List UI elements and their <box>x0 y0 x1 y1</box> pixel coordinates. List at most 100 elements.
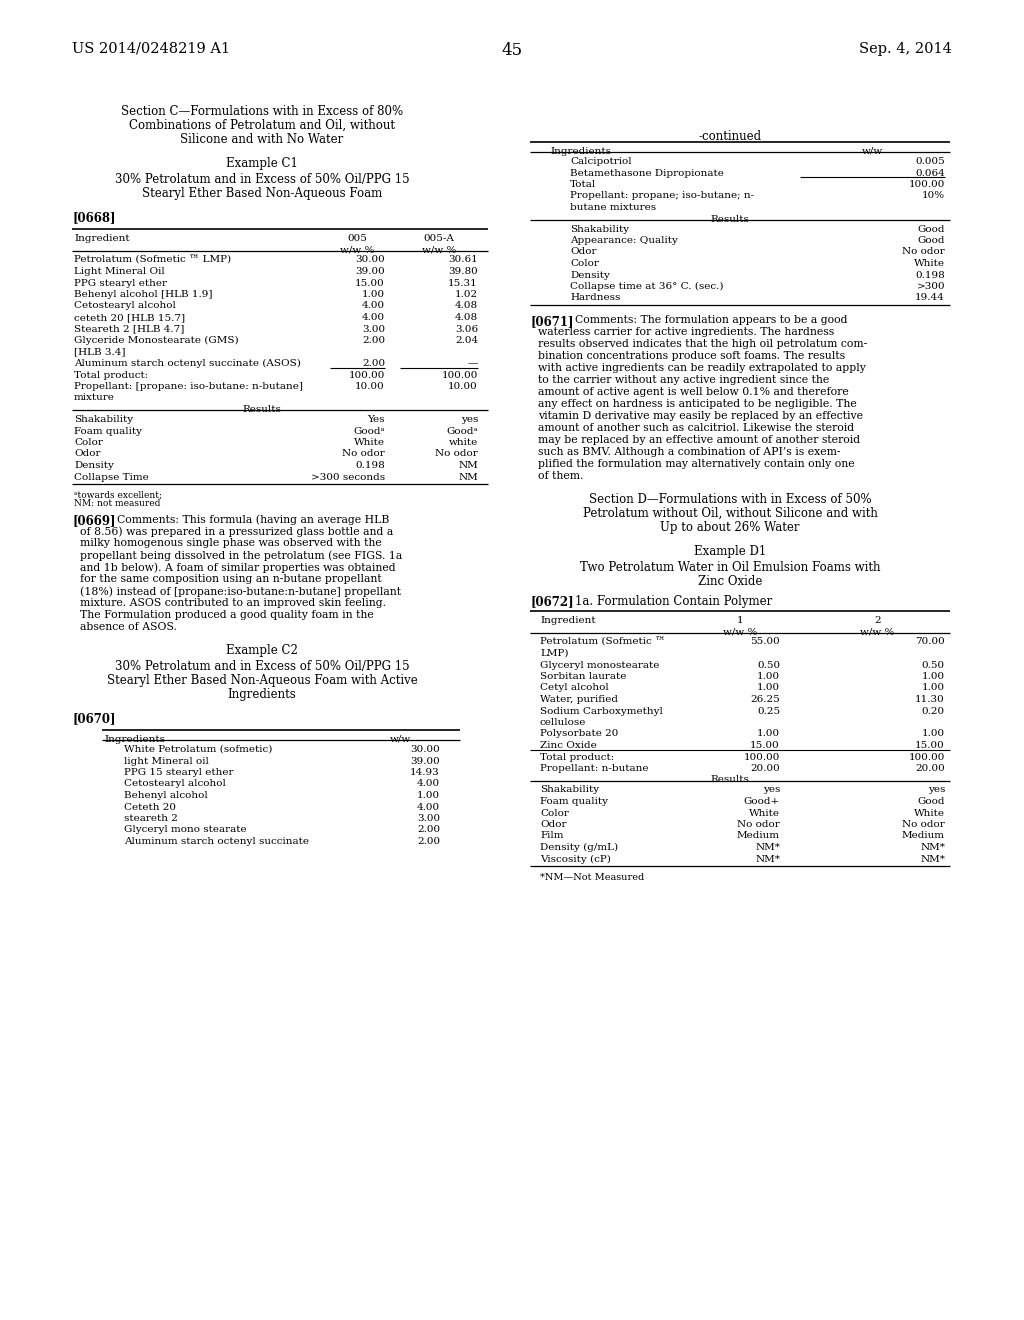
Text: 0.198: 0.198 <box>355 461 385 470</box>
Text: NM: NM <box>459 473 478 482</box>
Text: steareth 2: steareth 2 <box>124 814 178 822</box>
Text: Steareth 2 [HLB 4.7]: Steareth 2 [HLB 4.7] <box>74 325 184 334</box>
Text: Cetyl alcohol: Cetyl alcohol <box>540 684 608 693</box>
Text: plified the formulation may alternatively contain only one: plified the formulation may alternativel… <box>538 459 855 469</box>
Text: Total: Total <box>570 180 596 189</box>
Text: Calcipotriol: Calcipotriol <box>570 157 632 166</box>
Text: Zinc Oxide: Zinc Oxide <box>697 576 762 587</box>
Text: Results: Results <box>711 776 750 784</box>
Text: Shakability: Shakability <box>74 414 133 424</box>
Text: 10.00: 10.00 <box>355 381 385 391</box>
Text: Polysorbate 20: Polysorbate 20 <box>540 730 618 738</box>
Text: Color: Color <box>540 808 569 817</box>
Text: Up to about 26% Water: Up to about 26% Water <box>660 521 800 535</box>
Text: 1.00: 1.00 <box>757 672 780 681</box>
Text: yes: yes <box>763 785 780 795</box>
Text: w/w: w/w <box>862 147 883 156</box>
Text: 005-A: 005-A <box>424 234 455 243</box>
Text: results observed indicates that the high oil petrolatum com-: results observed indicates that the high… <box>538 339 867 348</box>
Text: 100.00: 100.00 <box>743 752 780 762</box>
Text: 10%: 10% <box>922 191 945 201</box>
Text: Foam quality: Foam quality <box>540 797 608 807</box>
Text: vitamin D derivative may easily be replaced by an effective: vitamin D derivative may easily be repla… <box>538 411 863 421</box>
Text: 14.93: 14.93 <box>411 768 440 777</box>
Text: Ingredients: Ingredients <box>227 688 296 701</box>
Text: Density (g/mL): Density (g/mL) <box>540 843 618 853</box>
Text: w/w %: w/w % <box>422 246 456 255</box>
Text: ceteth 20 [HLB 15.7]: ceteth 20 [HLB 15.7] <box>74 313 185 322</box>
Text: 39.00: 39.00 <box>355 267 385 276</box>
Text: w/w %: w/w % <box>860 627 895 636</box>
Text: Cetostearyl alcohol: Cetostearyl alcohol <box>124 780 226 788</box>
Text: 30.61: 30.61 <box>449 256 478 264</box>
Text: w/w %: w/w % <box>340 246 375 255</box>
Text: bination concentrations produce soft foams. The results: bination concentrations produce soft foa… <box>538 351 845 360</box>
Text: Total product:: Total product: <box>540 752 614 762</box>
Text: Good: Good <box>918 224 945 234</box>
Text: 11.30: 11.30 <box>915 696 945 704</box>
Text: 0.064: 0.064 <box>915 169 945 177</box>
Text: 100.00: 100.00 <box>441 371 478 380</box>
Text: Goodᵃ: Goodᵃ <box>353 426 385 436</box>
Text: 26.25: 26.25 <box>751 696 780 704</box>
Text: 2.00: 2.00 <box>417 837 440 846</box>
Text: NM*: NM* <box>921 843 945 851</box>
Text: US 2014/0248219 A1: US 2014/0248219 A1 <box>72 42 230 55</box>
Text: Odor: Odor <box>540 820 566 829</box>
Text: 1.00: 1.00 <box>922 684 945 693</box>
Text: w/w: w/w <box>389 735 411 744</box>
Text: Odor: Odor <box>570 248 597 256</box>
Text: Propellant: propane; iso-butane; n-: Propellant: propane; iso-butane; n- <box>570 191 754 201</box>
Text: NM*: NM* <box>755 843 780 851</box>
Text: Example C1: Example C1 <box>226 157 298 170</box>
Text: Shakability: Shakability <box>540 785 599 795</box>
Text: yes: yes <box>461 414 478 424</box>
Text: [0670]: [0670] <box>72 711 116 725</box>
Text: Example C2: Example C2 <box>226 644 298 657</box>
Text: Section C—Formulations with in Excess of 80%: Section C—Formulations with in Excess of… <box>121 106 403 117</box>
Text: Petrolatum (Sofmetic ™: Petrolatum (Sofmetic ™ <box>540 638 666 647</box>
Text: 4.00: 4.00 <box>361 301 385 310</box>
Text: Zinc Oxide: Zinc Oxide <box>540 741 597 750</box>
Text: propellant being dissolved in the petrolatum (see FIGS. 1a: propellant being dissolved in the petrol… <box>80 550 402 561</box>
Text: 30.00: 30.00 <box>355 256 385 264</box>
Text: Propellant: n-butane: Propellant: n-butane <box>540 764 648 774</box>
Text: PPG stearyl ether: PPG stearyl ether <box>74 279 167 288</box>
Text: Ingredients: Ingredients <box>550 147 611 156</box>
Text: Results: Results <box>243 405 282 414</box>
Text: 1: 1 <box>736 616 743 624</box>
Text: any effect on hardness is anticipated to be negligible. The: any effect on hardness is anticipated to… <box>538 399 857 409</box>
Text: Two Petrolatum Water in Oil Emulsion Foams with: Two Petrolatum Water in Oil Emulsion Foa… <box>580 561 881 574</box>
Text: 1.00: 1.00 <box>417 791 440 800</box>
Text: NM: not measured: NM: not measured <box>74 499 161 508</box>
Text: Density: Density <box>74 461 114 470</box>
Text: of them.: of them. <box>538 471 584 480</box>
Text: 100.00: 100.00 <box>348 371 385 380</box>
Text: 55.00: 55.00 <box>751 638 780 647</box>
Text: Water, purified: Water, purified <box>540 696 618 704</box>
Text: with active ingredients can be readily extrapolated to apply: with active ingredients can be readily e… <box>538 363 866 374</box>
Text: [0671]: [0671] <box>530 315 573 327</box>
Text: 100.00: 100.00 <box>908 752 945 762</box>
Text: Good: Good <box>918 797 945 807</box>
Text: Glyceride Monostearate (GMS): Glyceride Monostearate (GMS) <box>74 337 239 345</box>
Text: white: white <box>449 438 478 447</box>
Text: and 1b below). A foam of similar properties was obtained: and 1b below). A foam of similar propert… <box>80 562 395 573</box>
Text: Film: Film <box>540 832 563 841</box>
Text: Stearyl Ether Based Non-Aqueous Foam with Active: Stearyl Ether Based Non-Aqueous Foam wit… <box>106 675 418 686</box>
Text: cellulose: cellulose <box>540 718 587 727</box>
Text: 100.00: 100.00 <box>908 180 945 189</box>
Text: Ingredients: Ingredients <box>104 735 165 744</box>
Text: Collapse time at 36° C. (sec.): Collapse time at 36° C. (sec.) <box>570 282 724 292</box>
Text: may be replaced by an effective amount of another steroid: may be replaced by an effective amount o… <box>538 436 860 445</box>
Text: light Mineral oil: light Mineral oil <box>124 756 209 766</box>
Text: 39.80: 39.80 <box>449 267 478 276</box>
Text: for the same composition using an n-butane propellant: for the same composition using an n-buta… <box>80 574 382 583</box>
Text: 39.00: 39.00 <box>411 756 440 766</box>
Text: Glyceryl monostearate: Glyceryl monostearate <box>540 660 659 669</box>
Text: Behenyl alcohol [HLB 1.9]: Behenyl alcohol [HLB 1.9] <box>74 290 213 300</box>
Text: Ceteth 20: Ceteth 20 <box>124 803 176 812</box>
Text: Appearance: Quality: Appearance: Quality <box>570 236 678 246</box>
Text: 2.00: 2.00 <box>417 825 440 834</box>
Text: Color: Color <box>570 259 599 268</box>
